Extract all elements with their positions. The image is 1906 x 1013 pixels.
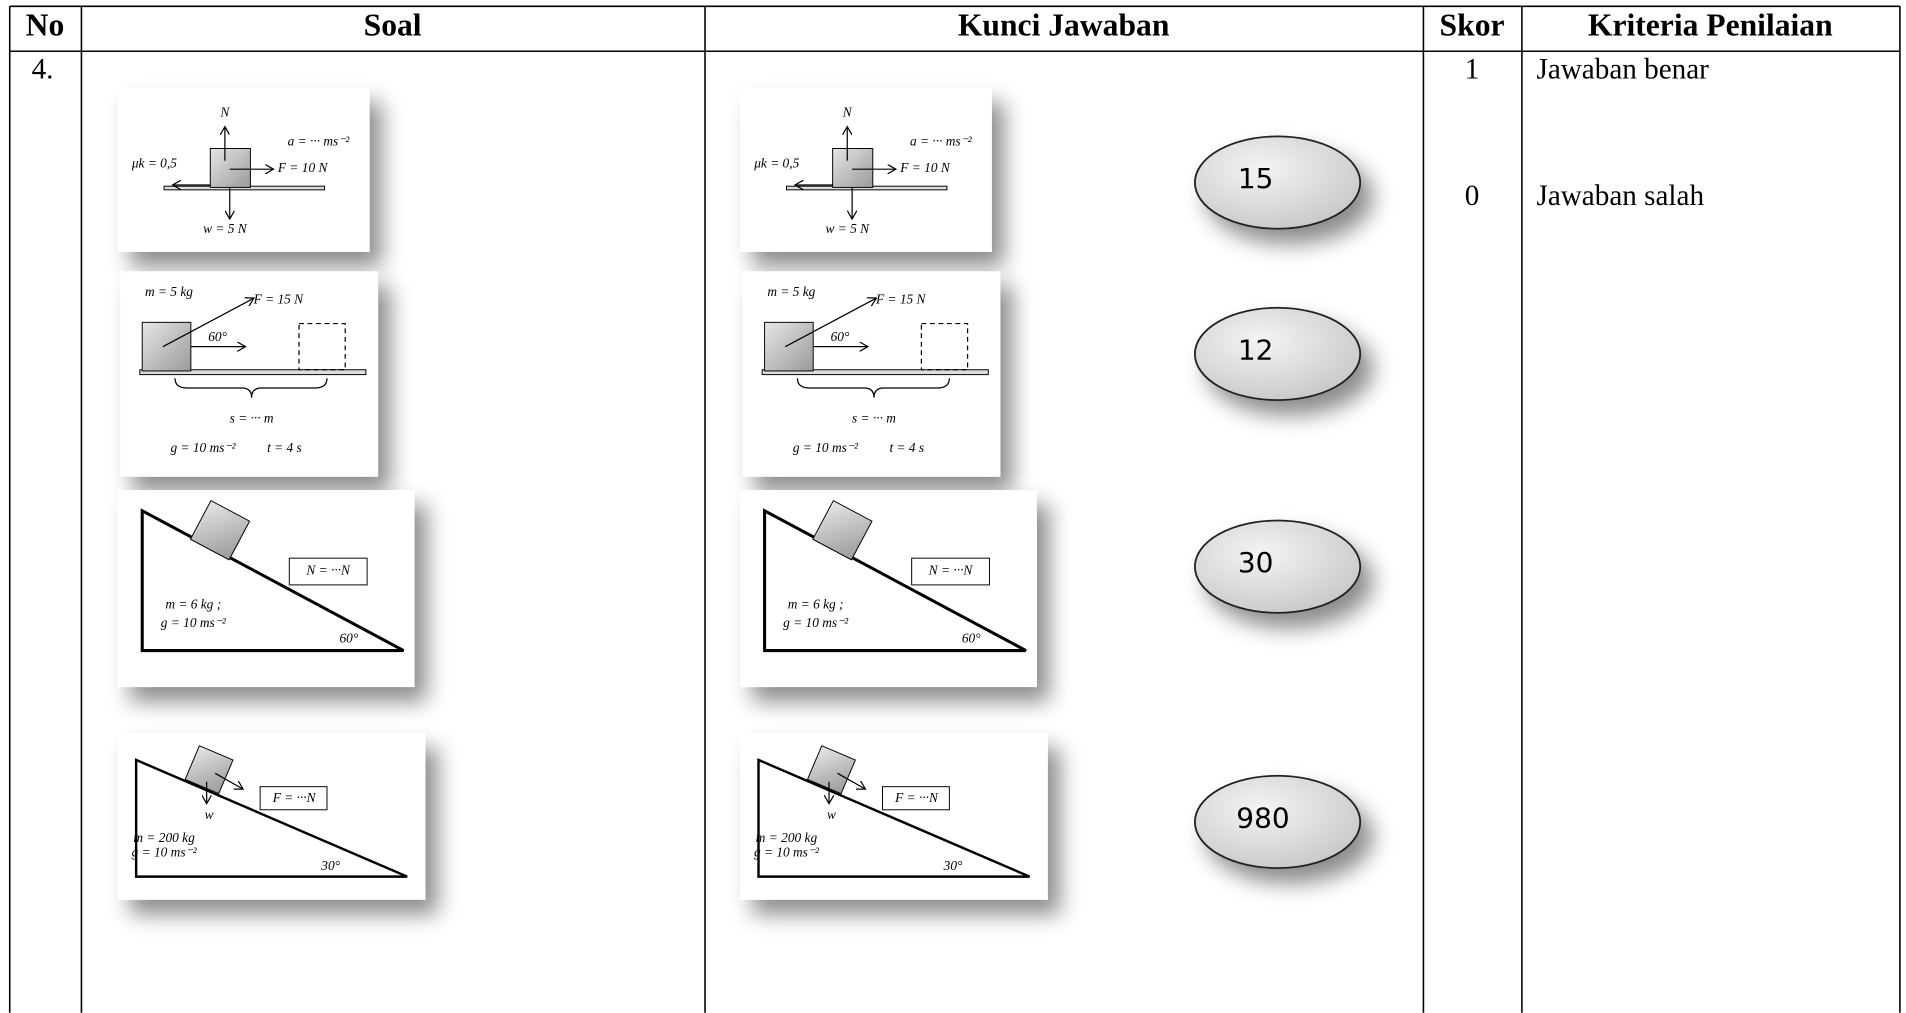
label-box xyxy=(259,786,328,811)
diagram-label: a = ··· ms⁻² xyxy=(288,134,351,149)
diagram: N = ···N m = 6 kg ; g = 10 ms⁻² 60° xyxy=(740,490,1037,688)
diagram-label: μk = 0,5 xyxy=(131,155,177,170)
answer-oval xyxy=(1193,135,1362,230)
diagram-label: g = 10 ms⁻² xyxy=(171,440,237,455)
diagram-label: a = ··· ms⁻² xyxy=(910,134,973,149)
diagram: N = ···N m = 6 kg ; g = 10 ms⁻² 60° xyxy=(117,490,415,688)
diagram-label: w = 5 N xyxy=(203,221,248,236)
score: 1 xyxy=(1465,54,1480,86)
answer-oval xyxy=(1193,519,1362,614)
diagram: F = ···N w m = 200 kgg = 10 ms⁻² 30° xyxy=(117,733,426,900)
score: 0 xyxy=(1465,180,1480,212)
diagram: Na = ··· ms⁻² μk = 0,5 F = 10 N w = 5 N xyxy=(740,87,992,252)
diagram-label: g = 10 ms⁻² xyxy=(754,845,820,860)
block xyxy=(189,499,251,561)
diagram-label: g = 10 ms⁻² xyxy=(793,440,859,455)
criteria: Jawaban salah xyxy=(1536,180,1704,212)
block xyxy=(832,148,874,188)
answer-oval xyxy=(1193,306,1362,402)
diagram-label: 60° xyxy=(340,631,359,646)
block xyxy=(806,745,856,795)
incline xyxy=(757,758,1031,878)
answer: 12 xyxy=(1238,334,1274,367)
diagram-label: g = 10 ms⁻² xyxy=(783,615,849,630)
diagram: m = 5 kg F = 15 N 60° s = ··· m g = 10 ms⁻² t… xyxy=(120,271,379,477)
diagram-label: m = 200 kg xyxy=(133,830,195,845)
brace xyxy=(174,378,328,398)
label-box xyxy=(882,786,950,811)
diagram-label: N = ···N xyxy=(305,563,351,578)
answer: 980 xyxy=(1236,802,1289,835)
diagram-label: m = 5 kg xyxy=(145,284,193,299)
header-cell: No xyxy=(26,7,65,42)
diagram-label: w xyxy=(205,807,214,822)
diagram-label: m = 200 kg xyxy=(756,830,818,845)
line xyxy=(214,772,243,789)
diagram-frame xyxy=(740,490,1037,688)
diagram-label: w xyxy=(827,807,836,822)
line xyxy=(784,298,876,348)
diagram-label: g = 10 ms⁻² xyxy=(161,615,227,630)
diagram-label: μk = 0,5 xyxy=(753,155,799,170)
diagram-label: F = 10 N xyxy=(899,160,951,175)
answer: 15 xyxy=(1238,162,1274,195)
diagram-label: t = 4 s xyxy=(267,440,302,455)
ground xyxy=(761,369,989,376)
header-cell: Kunci Jawaban xyxy=(958,7,1170,42)
diagram-label: m = 6 kg ; xyxy=(788,597,844,612)
block xyxy=(141,321,192,372)
diagram-label: F = 15 N xyxy=(253,292,305,307)
diagram-label: F = ···N xyxy=(272,790,317,805)
table-lines xyxy=(8,5,1901,1013)
diagram-label: F = 15 N xyxy=(875,292,927,307)
diagram: m = 5 kg F = 15 N 60° s = ··· m g = 10 ms⁻² t… xyxy=(742,271,1001,477)
row-number: 4. xyxy=(32,54,54,86)
incline xyxy=(140,508,405,653)
diagram-label: 60° xyxy=(208,329,227,344)
diagram-label: 60° xyxy=(962,631,981,646)
diagram-frame xyxy=(117,733,426,900)
diagram: F = ···N w m = 200 kgg = 10 ms⁻² 30° xyxy=(740,733,1048,900)
diagram: Na = ··· ms⁻² μk = 0,5 F = 10 N w = 5 N xyxy=(117,87,370,252)
line xyxy=(837,772,866,789)
dashed-block xyxy=(298,322,346,371)
diagram-label: N = ···N xyxy=(928,563,974,578)
diagram-label: 30° xyxy=(943,858,963,873)
diagram-label: m = 5 kg xyxy=(767,284,815,299)
diagram-label: N xyxy=(219,104,230,119)
diagram-label: m = 6 kg ; xyxy=(165,597,221,612)
diagram-frame xyxy=(117,490,415,688)
dashed-block xyxy=(920,322,969,371)
diagram-label: 60° xyxy=(831,329,850,344)
diagram-label: F = ···N xyxy=(894,790,939,805)
diagram-label: 30° xyxy=(320,858,340,873)
incline xyxy=(763,508,1027,653)
block xyxy=(184,745,234,795)
header-cell: Kriteria Penilaian xyxy=(1588,7,1833,42)
header-cell: Soal xyxy=(364,7,422,42)
diagram-label: t = 4 s xyxy=(889,440,924,455)
label-box xyxy=(288,557,368,586)
block xyxy=(209,148,251,188)
diagram-label: s = ··· m xyxy=(852,411,896,426)
brace xyxy=(796,378,950,398)
diagram-label: s = ··· m xyxy=(230,411,274,426)
line xyxy=(162,298,254,348)
diagram-label: N xyxy=(842,104,853,119)
answer-oval xyxy=(1193,774,1362,870)
diagram-label: w = 5 N xyxy=(825,221,870,236)
diagram-frame xyxy=(740,733,1048,900)
answer: 30 xyxy=(1238,546,1274,579)
block xyxy=(764,321,814,372)
diagram-label: F = 10 N xyxy=(277,160,329,175)
diagram-label: g = 10 ms⁻² xyxy=(132,845,198,860)
block xyxy=(812,499,873,561)
header-cell: Skor xyxy=(1440,7,1505,42)
ground xyxy=(139,369,367,376)
criteria: Jawaban benar xyxy=(1536,54,1709,86)
incline xyxy=(134,758,408,878)
label-box xyxy=(911,557,990,586)
